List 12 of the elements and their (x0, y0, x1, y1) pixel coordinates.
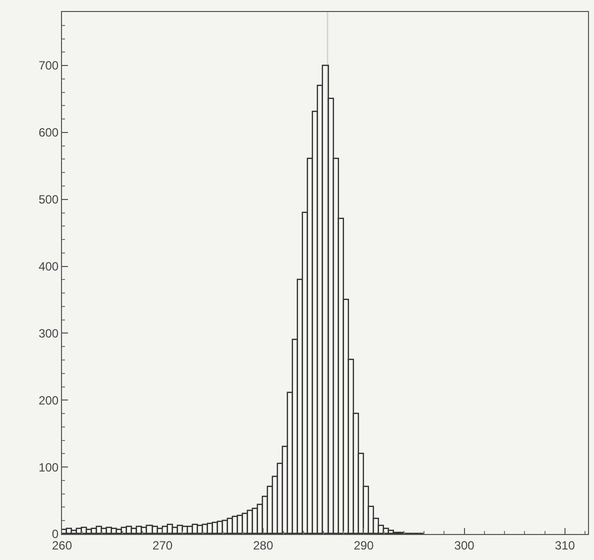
y-tick-label: 500 (38, 192, 59, 207)
y-tick-label: 700 (38, 58, 59, 73)
y-tick-label: 300 (38, 326, 59, 340)
x-tick-label: 300 (454, 538, 475, 552)
x-tick-label: 290 (354, 538, 374, 552)
y-tick-label: 100 (38, 460, 59, 474)
y-tick-label: 600 (38, 126, 59, 140)
y-tick-label: 200 (38, 393, 59, 408)
x-tick-label: 310 (554, 538, 576, 552)
x-tick-label: 270 (152, 538, 173, 552)
y-tick-label: 400 (38, 260, 59, 274)
x-tick-label: 280 (253, 538, 274, 552)
